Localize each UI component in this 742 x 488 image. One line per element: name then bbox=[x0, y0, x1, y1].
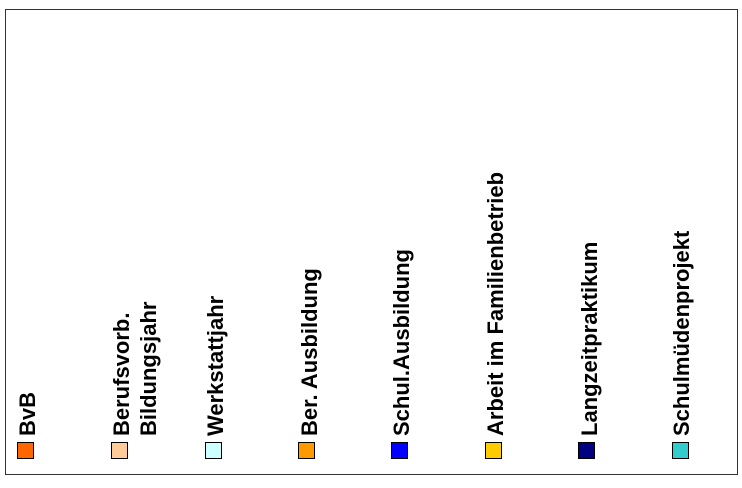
legend-frame bbox=[5, 9, 738, 475]
legend-item: Ber. Ausbildung bbox=[0, 0, 322, 460]
legend-item: BvB bbox=[0, 0, 100, 460]
legend-swatch bbox=[578, 442, 595, 459]
legend-label: Langzeitpraktikum bbox=[577, 241, 602, 436]
legend-swatch bbox=[111, 442, 128, 459]
legend-item: Arbeit im Familienbetrieb bbox=[0, 0, 508, 460]
legend-label: Arbeit im Familienbetrieb bbox=[483, 171, 508, 436]
legend-swatch bbox=[485, 442, 502, 459]
legend-item: Langzeitpraktikum bbox=[0, 0, 602, 460]
legend-swatch bbox=[17, 442, 34, 459]
legend-label: Ber. Ausbildung bbox=[297, 268, 322, 436]
legend-item: Schulmüdenprojekt bbox=[0, 0, 694, 460]
legend-swatch bbox=[298, 442, 315, 459]
legend-label: Berufsvorb. Bildungsjahr bbox=[109, 301, 161, 436]
legend-swatch bbox=[391, 442, 408, 459]
legend-item: Schul.Ausbildung bbox=[0, 0, 414, 460]
legend-label: Schul.Ausbildung bbox=[389, 249, 414, 436]
legend-item: Werkstattjahr bbox=[0, 0, 228, 460]
legend-swatch bbox=[205, 442, 222, 459]
legend-swatch bbox=[672, 442, 689, 459]
legend-label: Schulmüdenprojekt bbox=[669, 230, 694, 436]
legend-label: Werkstattjahr bbox=[203, 295, 228, 436]
legend-item: Berufsvorb. Bildungsjahr bbox=[0, 0, 161, 460]
